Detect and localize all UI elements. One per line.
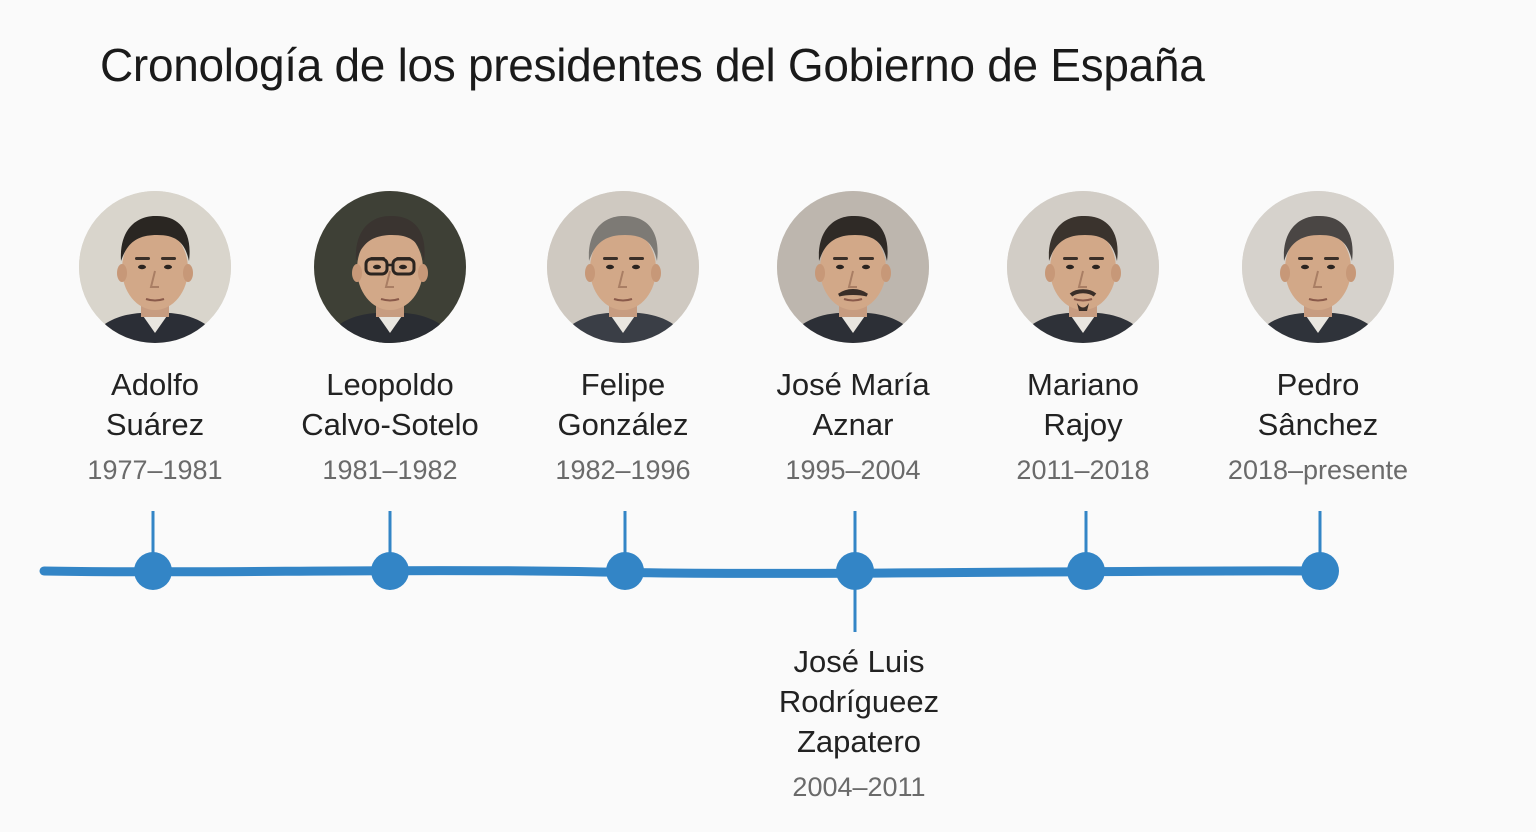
timeline-dot-4 xyxy=(836,552,874,590)
portrait-illustration xyxy=(1007,191,1159,343)
president-years: 1977–1981 xyxy=(87,455,223,485)
timeline-axis xyxy=(39,566,1335,578)
president-name: Felipe González xyxy=(557,367,689,442)
portrait-illustration xyxy=(79,191,231,343)
president-name: Mariano Rajoy xyxy=(1027,367,1139,442)
president-portrait xyxy=(1242,191,1394,343)
timeline-dot-2 xyxy=(371,552,409,590)
president-portrait xyxy=(1007,191,1159,343)
portrait-illustration xyxy=(547,191,699,343)
timeline-dot-3 xyxy=(606,552,644,590)
president-portrait xyxy=(547,191,699,343)
president-portrait xyxy=(79,191,231,343)
timeline-dot-6 xyxy=(1301,552,1339,590)
president-card: Pedro Sânchez 2018–presente xyxy=(1198,191,1438,487)
president-years: 2004–2011 xyxy=(792,772,926,802)
president-years: 2018–presente xyxy=(1227,455,1409,485)
president-name: José Luis Rodrígueez Zapatero xyxy=(778,644,940,759)
president-card: Leopoldo Calvo-Sotelo 1981–1982 xyxy=(270,191,510,487)
president-years: 1982–1996 xyxy=(555,455,691,485)
president-name: Adolfo Suárez xyxy=(105,367,205,442)
president-card-zapatero: José Luis Rodrígueez Zapatero 2004–2011 xyxy=(739,642,979,804)
president-years: 1995–2004 xyxy=(785,455,921,485)
timeline-dot-5 xyxy=(1067,552,1105,590)
president-portrait xyxy=(314,191,466,343)
president-name: José María Aznar xyxy=(776,367,930,442)
portrait-illustration xyxy=(777,191,929,343)
president-card: José María Aznar 1995–2004 xyxy=(733,191,973,487)
president-card: Adolfo Suárez 1977–1981 xyxy=(35,191,275,487)
president-card: Felipe González 1982–1996 xyxy=(503,191,743,487)
page-title: Cronología de los presidentes del Gobier… xyxy=(100,39,1205,91)
president-name: Leopoldo Calvo-Sotelo xyxy=(301,367,479,442)
portrait-illustration xyxy=(314,191,466,343)
president-name: Pedro Sânchez xyxy=(1257,367,1379,442)
timeline-dot-1 xyxy=(134,552,172,590)
president-years: 2011–2018 xyxy=(1016,455,1150,485)
president-card: Mariano Rajoy 2011–2018 xyxy=(963,191,1203,487)
portrait-illustration xyxy=(1242,191,1394,343)
president-years: 1981–1982 xyxy=(322,455,458,485)
president-portrait xyxy=(777,191,929,343)
